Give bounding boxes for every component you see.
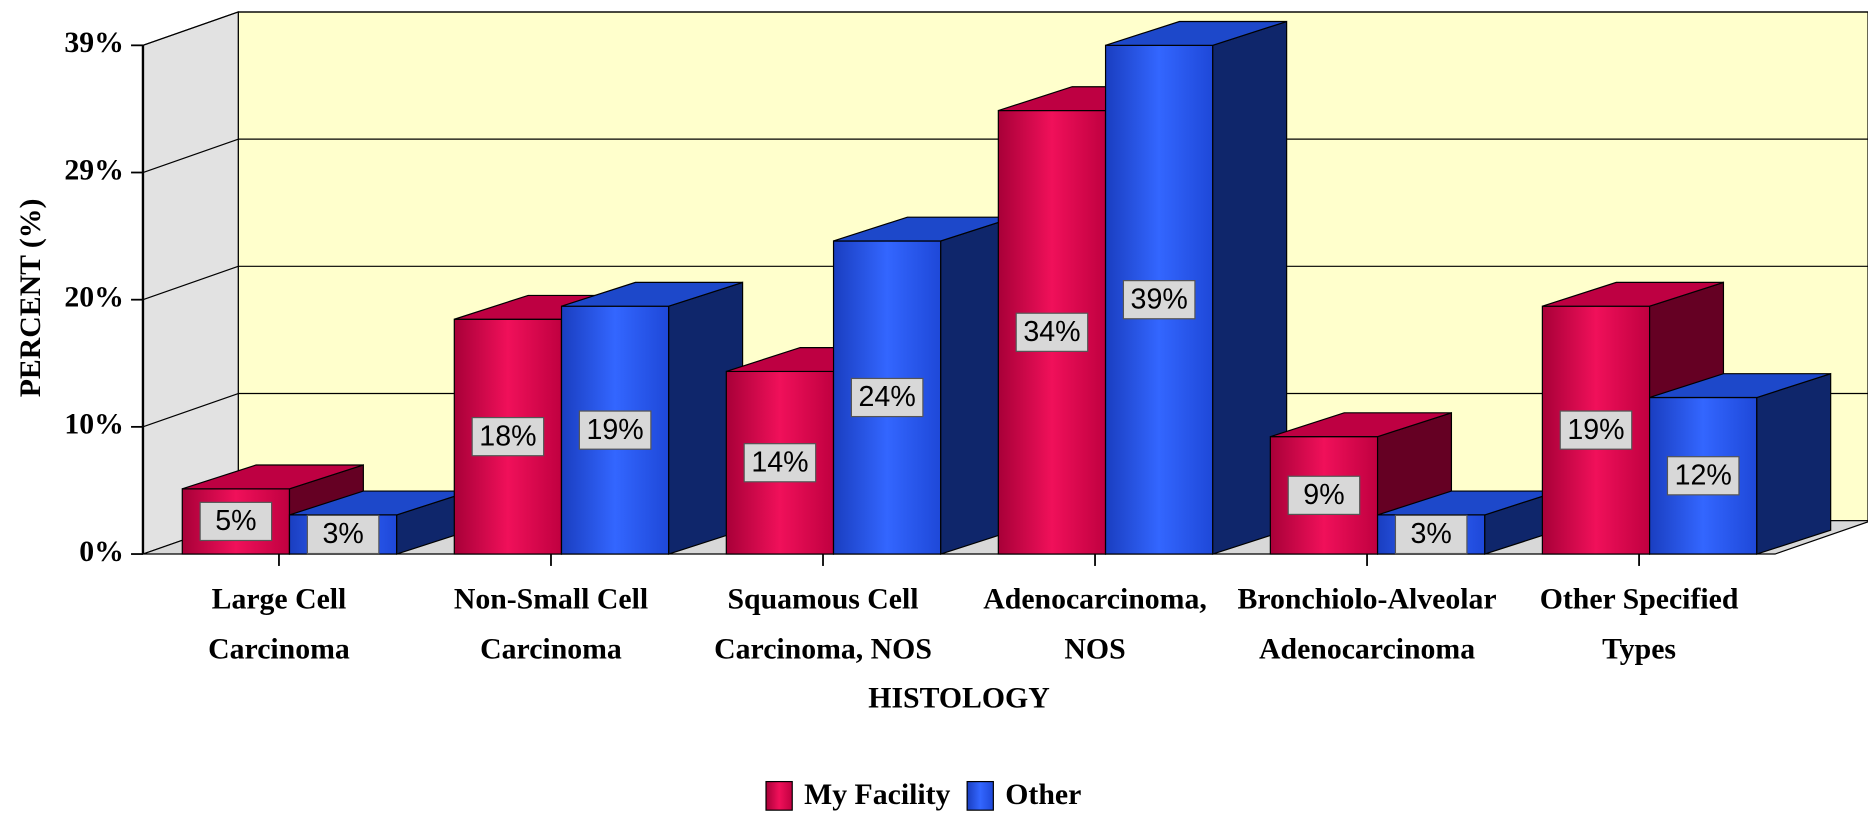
legend-label: My Facility xyxy=(804,778,950,811)
value-label: 5% xyxy=(215,505,256,537)
grid-line xyxy=(142,138,239,174)
bar-top xyxy=(1649,373,1831,399)
x-tick-label: Carcinoma xyxy=(480,633,622,666)
y-tick-label: 29% xyxy=(64,153,124,186)
bar-top xyxy=(182,464,364,490)
grid-line xyxy=(142,392,239,428)
y-tick-label: 20% xyxy=(64,281,124,314)
x-tick-label: Carcinoma xyxy=(208,633,350,666)
y-tick-label: 0% xyxy=(79,535,124,568)
x-tick-label: Squamous Cell xyxy=(727,583,918,616)
bar-top xyxy=(561,281,743,307)
x-tick-label: Carcinoma, NOS xyxy=(714,633,932,666)
x-tick-label: NOS xyxy=(1064,633,1125,666)
y-tick-label: 39% xyxy=(64,26,124,59)
value-label: 18% xyxy=(479,420,536,452)
value-label-box xyxy=(1122,280,1196,320)
value-label: 9% xyxy=(1303,479,1344,511)
x-tick-label: Types xyxy=(1602,633,1676,666)
value-label-box xyxy=(578,410,652,450)
value-label-box xyxy=(1394,514,1468,555)
value-label: 34% xyxy=(1023,316,1080,348)
value-label-box xyxy=(743,443,817,483)
value-label-box xyxy=(199,501,273,542)
value-label: 3% xyxy=(1411,518,1452,550)
value-label: 14% xyxy=(751,446,808,478)
value-label-box xyxy=(1559,410,1633,450)
x-tick-label: Non-Small Cell xyxy=(454,583,648,616)
value-label: 3% xyxy=(322,518,363,550)
value-label-box xyxy=(1015,312,1089,352)
legend-swatch xyxy=(966,780,994,811)
grid-line xyxy=(142,265,239,301)
value-label: 12% xyxy=(1675,460,1732,492)
value-label-box xyxy=(1287,475,1361,515)
value-label: 24% xyxy=(859,381,916,413)
bar-top xyxy=(1270,412,1452,438)
bar-top xyxy=(1105,20,1287,46)
bar-top xyxy=(1542,281,1724,307)
x-tick-label: Other Specified xyxy=(1540,583,1739,616)
y-tick-label: 10% xyxy=(64,408,124,441)
x-axis-title: HISTOLOGY xyxy=(868,681,1049,714)
y-axis-title: PERCENT (%) xyxy=(14,199,47,398)
value-label: 19% xyxy=(1567,414,1624,446)
value-label-box xyxy=(471,416,545,457)
x-tick-label: Adenocarcinoma, xyxy=(983,583,1207,616)
x-tick-label: Adenocarcinoma xyxy=(1259,633,1475,666)
value-label: 19% xyxy=(587,414,644,446)
grid-line xyxy=(142,11,239,46)
legend-swatch xyxy=(765,780,793,811)
legend-label: Other xyxy=(1005,778,1081,811)
x-tick-label: Large Cell xyxy=(212,583,347,616)
x-tick-label: Bronchiolo-Alveolar xyxy=(1238,583,1497,616)
bar-side xyxy=(1756,372,1832,555)
value-label-box xyxy=(306,514,380,555)
value-label: 39% xyxy=(1131,283,1188,315)
value-label-box xyxy=(850,377,924,418)
value-label-box xyxy=(1666,456,1740,496)
